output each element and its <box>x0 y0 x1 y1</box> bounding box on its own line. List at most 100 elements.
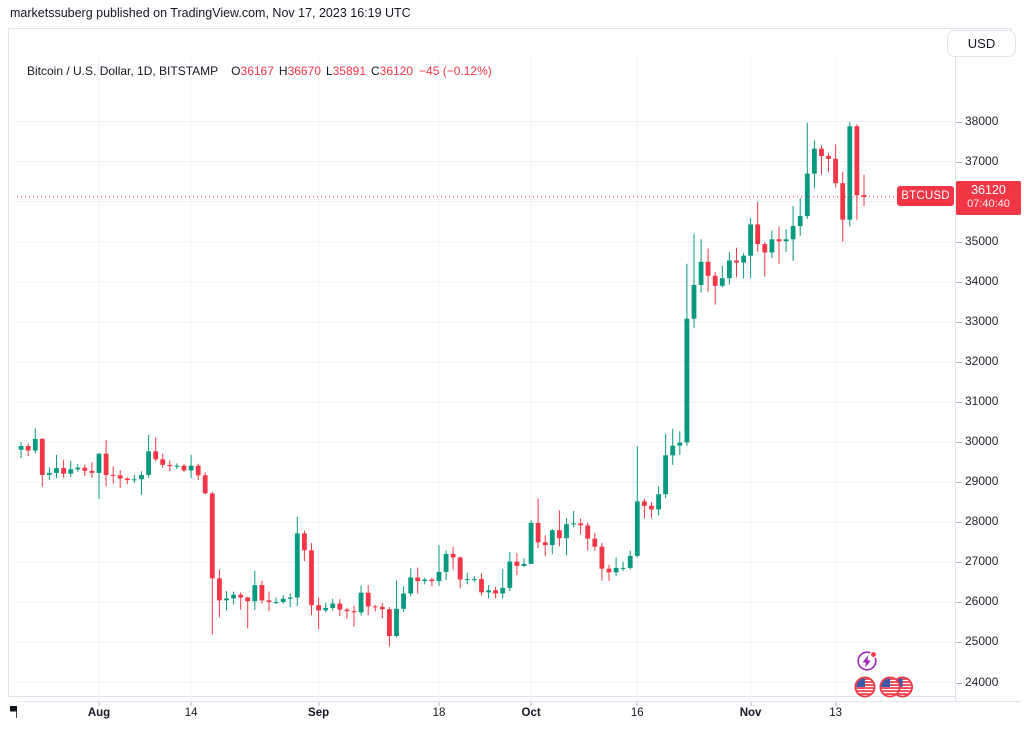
price-tick-mark <box>956 442 962 444</box>
candle <box>429 577 435 587</box>
ohlc-close: C36120 <box>371 64 414 78</box>
candle <box>472 576 477 583</box>
candle <box>493 586 498 599</box>
time-scale[interactable]: Aug 14 Sep 18 Oct 16 Nov 13 <box>17 701 1021 725</box>
candle <box>372 604 378 612</box>
candle <box>486 585 491 599</box>
publish-attribution: marketssuberg published on TradingView.c… <box>10 6 411 20</box>
candle <box>153 437 159 462</box>
price-tick-mark <box>956 682 962 684</box>
candle <box>195 463 201 481</box>
candle <box>769 230 775 259</box>
time-axis-label: Nov <box>739 707 762 719</box>
candle <box>748 218 753 278</box>
candle <box>606 564 612 581</box>
price-tick-mark <box>956 361 962 363</box>
candle <box>705 248 711 292</box>
time-axis-label: 16 <box>630 707 644 719</box>
candle <box>202 472 208 495</box>
candle <box>535 498 541 549</box>
candle <box>585 522 591 551</box>
price-scale[interactable]: 3800037000360003500034000330003200031000… <box>955 57 1021 701</box>
time-tick-mark <box>636 702 638 706</box>
ohlc-low: L35891 <box>325 64 366 78</box>
candle <box>670 428 676 465</box>
candle <box>252 570 258 610</box>
time-axis-label: Oct <box>521 707 541 719</box>
candle <box>54 454 59 479</box>
candle <box>302 530 307 562</box>
candle <box>238 592 244 610</box>
candle <box>457 556 463 589</box>
candle <box>557 510 562 547</box>
candle <box>847 122 853 227</box>
candle <box>507 551 513 592</box>
time-tick-mark <box>530 702 532 706</box>
candle <box>160 453 166 468</box>
candle <box>61 459 66 478</box>
candle <box>188 454 194 479</box>
price-axis-label: 38000 <box>965 113 999 128</box>
us-flag-event-icon[interactable] <box>854 676 876 698</box>
candle <box>443 550 449 580</box>
plot-area[interactable] <box>17 57 955 701</box>
candle <box>804 122 810 219</box>
candle <box>564 518 569 556</box>
candle <box>599 543 605 581</box>
currency-toggle-button[interactable]: USD <box>947 30 1016 57</box>
candle <box>528 520 534 564</box>
candle <box>833 144 838 188</box>
candle <box>25 443 31 457</box>
candle <box>323 602 329 613</box>
price-axis-label: 30000 <box>965 434 999 449</box>
symbol-price-tag: BTCUSD <box>897 186 954 206</box>
candle <box>351 605 357 627</box>
candle <box>698 239 704 293</box>
candle <box>280 595 286 604</box>
chart-card: Bitcoin / U.S. Dollar, 1D, BITSTAMP O3616… <box>8 28 1021 725</box>
candle <box>436 545 442 586</box>
candle <box>245 596 251 629</box>
time-tick-mark <box>318 702 320 706</box>
candle <box>39 438 45 487</box>
us-flag-event-icon[interactable] <box>879 676 901 698</box>
time-tick-mark <box>438 702 440 706</box>
flash-event-icon[interactable] <box>857 650 878 671</box>
time-axis-label: 13 <box>829 707 842 719</box>
candle <box>549 529 555 555</box>
candle <box>18 442 24 459</box>
candle <box>663 433 668 499</box>
candle <box>592 533 598 551</box>
symbol-title: Bitcoin / U.S. Dollar, 1D, BITSTAMP <box>27 64 219 78</box>
candle <box>613 557 619 576</box>
candle <box>712 271 718 305</box>
candle <box>110 466 116 484</box>
candle <box>231 591 236 605</box>
candle <box>181 464 187 472</box>
candle <box>734 247 739 278</box>
candle <box>32 428 38 454</box>
candle <box>790 206 796 261</box>
candle <box>819 145 824 175</box>
candle <box>224 591 229 611</box>
price-tick-mark <box>956 602 962 604</box>
time-axis-label: 14 <box>184 707 198 719</box>
candle <box>316 597 321 630</box>
candle <box>649 502 654 519</box>
candle <box>578 518 583 535</box>
candle <box>634 446 640 558</box>
candle <box>75 464 81 472</box>
candle <box>259 580 265 604</box>
candle <box>677 431 683 455</box>
candle <box>542 535 548 557</box>
price-axis-label: 27000 <box>965 554 999 569</box>
candle <box>365 585 371 616</box>
price-tick-mark <box>956 121 962 123</box>
time-tick-mark <box>835 702 837 706</box>
candle <box>266 591 272 612</box>
candle <box>422 577 428 585</box>
candle <box>124 477 130 485</box>
price-axis-label: 31000 <box>965 394 999 408</box>
candle <box>854 124 860 220</box>
